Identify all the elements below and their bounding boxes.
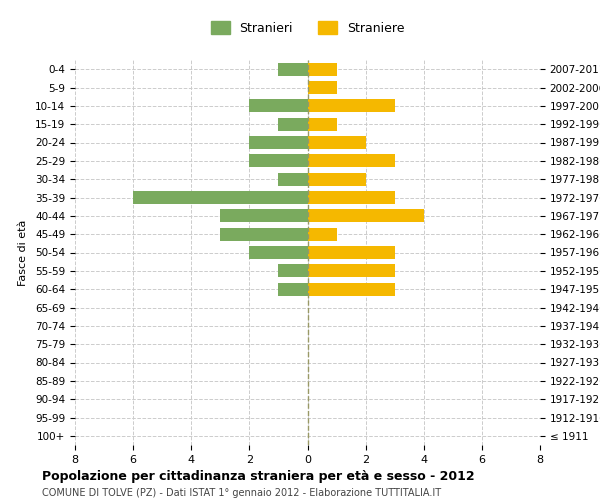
Bar — [308, 264, 395, 277]
Bar — [308, 191, 395, 204]
Bar — [308, 100, 395, 112]
Bar — [308, 210, 424, 222]
Bar — [278, 173, 308, 186]
Bar — [308, 228, 337, 240]
Bar — [133, 191, 308, 204]
Bar — [278, 63, 308, 76]
Bar — [308, 173, 365, 186]
Bar — [250, 100, 308, 112]
Text: Popolazione per cittadinanza straniera per età e sesso - 2012: Popolazione per cittadinanza straniera p… — [42, 470, 475, 483]
Bar — [220, 210, 308, 222]
Text: COMUNE DI TOLVE (PZ) - Dati ISTAT 1° gennaio 2012 - Elaborazione TUTTITALIA.IT: COMUNE DI TOLVE (PZ) - Dati ISTAT 1° gen… — [42, 488, 441, 498]
Bar — [308, 136, 365, 149]
Bar — [250, 136, 308, 149]
Y-axis label: Fasce di età: Fasce di età — [18, 220, 28, 286]
Bar — [308, 63, 337, 76]
Bar — [308, 81, 337, 94]
Bar — [308, 154, 395, 167]
Bar — [308, 118, 337, 130]
Legend: Stranieri, Straniere: Stranieri, Straniere — [206, 16, 409, 40]
Bar — [278, 264, 308, 277]
Bar — [308, 283, 395, 296]
Bar — [308, 246, 395, 259]
Bar — [250, 246, 308, 259]
Bar — [250, 154, 308, 167]
Bar — [278, 118, 308, 130]
Bar — [278, 283, 308, 296]
Bar — [220, 228, 308, 240]
